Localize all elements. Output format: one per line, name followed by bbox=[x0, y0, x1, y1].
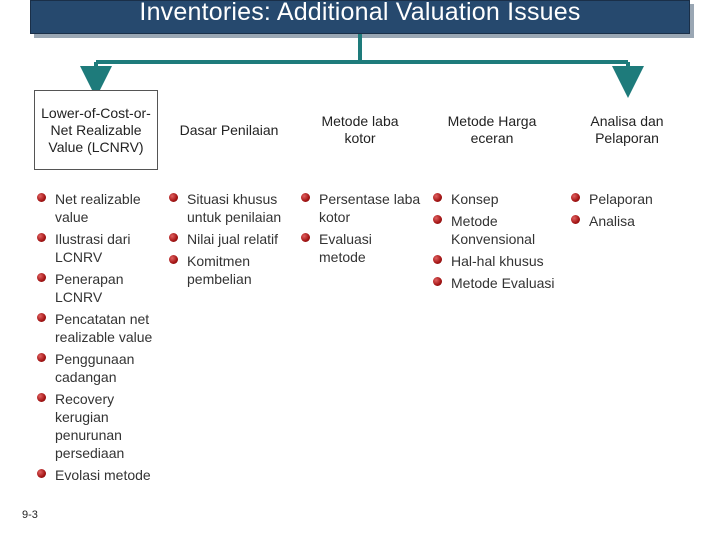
list-item: Metode Konvensional bbox=[433, 212, 557, 248]
list-item: Konsep bbox=[433, 190, 557, 208]
list-metode-laba-kotor: Persentase laba kotor Evaluasi metode bbox=[301, 190, 421, 266]
bullet-icon bbox=[37, 233, 46, 242]
list-item: Ilustrasi dari LCNRV bbox=[37, 230, 157, 266]
bullet-icon bbox=[301, 193, 310, 202]
list-item: Evolasi metode bbox=[37, 466, 157, 484]
bullet-icon bbox=[433, 277, 442, 286]
header-lcnrv-label: Lower-of-Cost-or-Net Realizable Value (L… bbox=[41, 104, 151, 155]
list-dasar-penilaian: Situasi khusus untuk penilaian Nilai jua… bbox=[169, 190, 293, 288]
list-item: Analisa bbox=[571, 212, 691, 230]
list-item: Persentase laba kotor bbox=[301, 190, 421, 226]
bullet-icon bbox=[37, 393, 46, 402]
list-item: Komitmen pembelian bbox=[169, 252, 293, 288]
list-item: Evaluasi metode bbox=[301, 230, 421, 266]
list-item: Recovery kerugian penurunan persediaan bbox=[37, 390, 157, 462]
header-dasar-penilaian-label: Dasar Penilaian bbox=[179, 121, 279, 138]
list-item: Penerapan LCNRV bbox=[37, 270, 157, 306]
bullet-icon bbox=[37, 469, 46, 478]
list-analisa-pelaporan: Pelaporan Analisa bbox=[571, 190, 691, 230]
list-item: Metode Evaluasi bbox=[433, 274, 557, 292]
bullet-icon bbox=[571, 193, 580, 202]
list-item: Pencatatan net realizable value bbox=[37, 310, 157, 346]
bullet-icon bbox=[37, 273, 46, 282]
slide-number: 9-3 bbox=[22, 509, 38, 521]
list-item: Penggunaan cadangan bbox=[37, 350, 157, 386]
header-analisa-pelaporan: Analisa dan Pelaporan bbox=[566, 90, 688, 170]
title-banner: Inventories: Additional Valuation Issues bbox=[30, 0, 690, 34]
list-item: Net realizable value bbox=[37, 190, 157, 226]
bullet-icon bbox=[37, 313, 46, 322]
bullet-icon bbox=[571, 215, 580, 224]
bullet-icon bbox=[37, 193, 46, 202]
header-dasar-penilaian: Dasar Penilaian bbox=[170, 90, 288, 170]
list-item: Hal-hal khusus bbox=[433, 252, 557, 270]
bullet-icon bbox=[37, 353, 46, 362]
bullet-icon bbox=[301, 233, 310, 242]
bullet-icon bbox=[433, 215, 442, 224]
header-metode-harga-eceran-label: Metode Harga eceran bbox=[447, 113, 537, 146]
list-item: Situasi khusus untuk penilaian bbox=[169, 190, 293, 226]
header-metode-laba-kotor: Metode laba kotor bbox=[304, 90, 416, 170]
list-item: Pelaporan bbox=[571, 190, 691, 208]
header-analisa-pelaporan-label: Analisa dan Pelaporan bbox=[590, 113, 664, 146]
list-lcnrv: Net realizable value Ilustrasi dari LCNR… bbox=[37, 190, 157, 484]
bullet-icon bbox=[169, 233, 178, 242]
bullet-icon bbox=[433, 255, 442, 264]
bullet-icon bbox=[169, 193, 178, 202]
bullet-icon bbox=[433, 193, 442, 202]
header-lcnrv: Lower-of-Cost-or-Net Realizable Value (L… bbox=[34, 90, 158, 170]
header-metode-harga-eceran: Metode Harga eceran bbox=[432, 90, 552, 170]
header-metode-laba-kotor-label: Metode laba kotor bbox=[321, 113, 399, 146]
list-item: Nilai jual relatif bbox=[169, 230, 293, 248]
bullet-icon bbox=[169, 255, 178, 264]
slide-title: Inventories: Additional Valuation Issues bbox=[139, 0, 581, 26]
list-metode-harga-eceran: Konsep Metode Konvensional Hal-hal khusu… bbox=[433, 190, 557, 292]
